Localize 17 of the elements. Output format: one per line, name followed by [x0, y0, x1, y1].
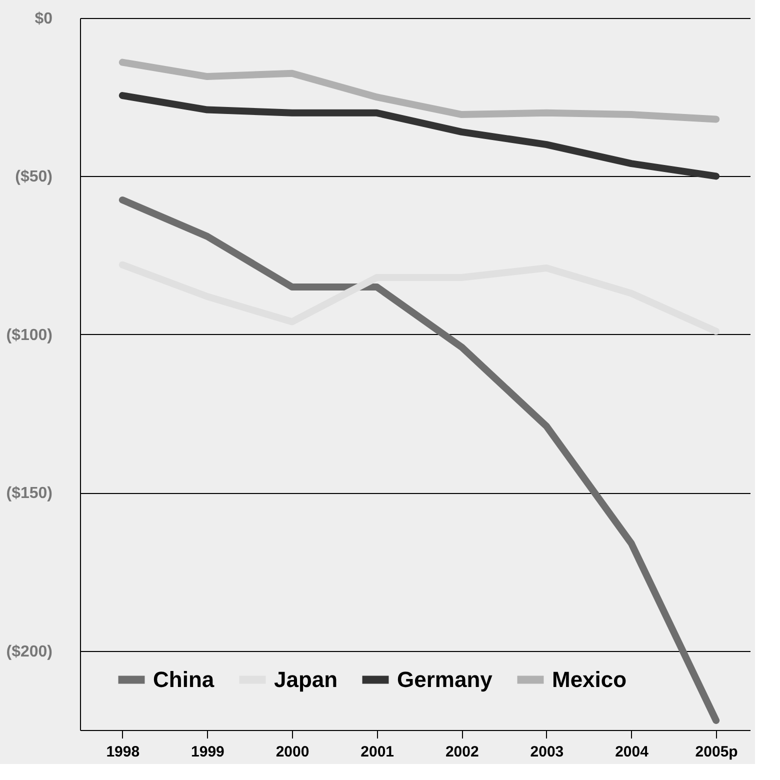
x-tick-label: 2002: [445, 744, 479, 760]
x-tick-label: 1999: [191, 744, 224, 760]
y-tick-label: $0: [34, 10, 53, 28]
y-tick-label: ($200): [6, 643, 52, 660]
x-tick-label: 2005p: [695, 744, 738, 760]
y-tick-label: ($50): [15, 168, 52, 186]
legend-label: China: [153, 666, 215, 692]
legend-label: Mexico: [552, 666, 627, 692]
x-tick-label: 2004: [615, 744, 650, 760]
legend-label: Japan: [274, 666, 338, 692]
x-tick-label: 2003: [530, 744, 564, 760]
y-tick-label: ($100): [6, 326, 52, 344]
x-tick-label: 2001: [360, 744, 394, 760]
legend-label: Germany: [397, 666, 494, 692]
x-tick-label: 1998: [106, 744, 140, 760]
x-tick-label: 2000: [276, 744, 310, 760]
y-tick-label: ($150): [6, 485, 52, 502]
